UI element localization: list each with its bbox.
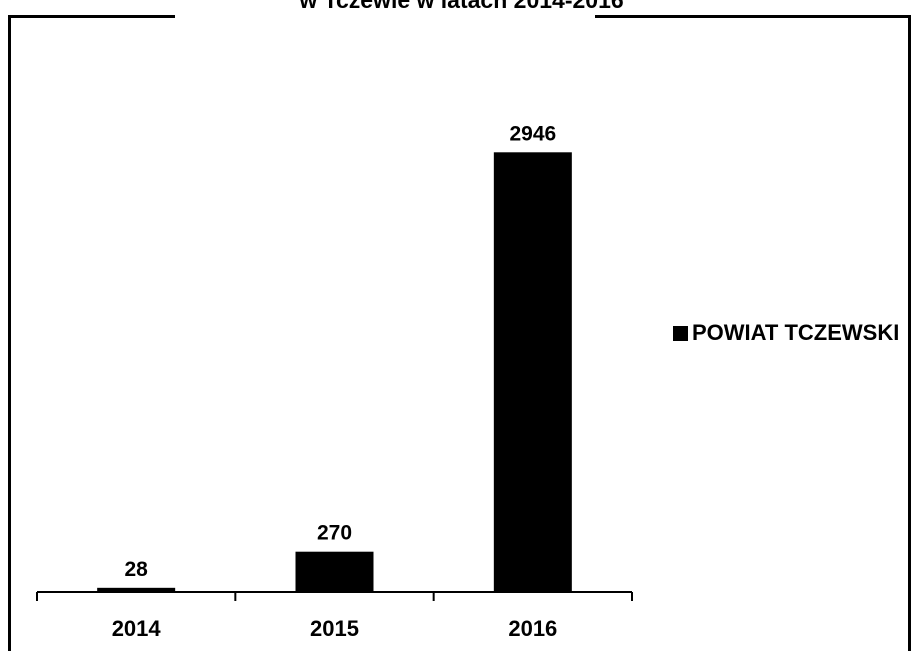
chart-title: w Tczewie w latach 2014-2016	[299, 0, 624, 13]
bar-2014	[97, 587, 176, 592]
bar-2016	[493, 152, 572, 592]
tick-label-2016: 2016	[508, 616, 557, 641]
chart-frame	[8, 15, 911, 651]
legend-label: POWIAT TCZEWSKI	[692, 320, 900, 345]
tick-label-2014: 2014	[112, 616, 162, 641]
legend-swatch	[673, 325, 688, 341]
data-label-2016: 2946	[509, 122, 556, 145]
legend: POWIAT TCZEWSKI	[673, 320, 899, 346]
data-label-2014: 28	[124, 558, 148, 581]
tick-label-2015: 2015	[310, 616, 359, 641]
data-label-2015: 270	[317, 522, 352, 545]
bar-2015	[295, 551, 374, 592]
